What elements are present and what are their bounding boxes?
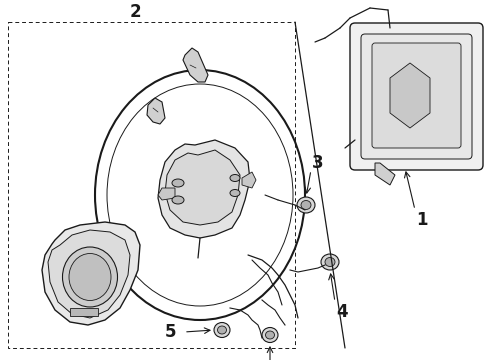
Polygon shape — [390, 63, 430, 128]
Bar — [70, 308, 98, 316]
Ellipse shape — [321, 254, 339, 270]
Ellipse shape — [63, 247, 118, 307]
FancyBboxPatch shape — [372, 43, 461, 148]
Text: 5: 5 — [164, 323, 176, 341]
Ellipse shape — [107, 84, 293, 306]
Polygon shape — [242, 172, 256, 188]
Ellipse shape — [214, 323, 230, 338]
Ellipse shape — [297, 197, 315, 213]
Polygon shape — [48, 230, 130, 318]
Ellipse shape — [262, 328, 278, 342]
Text: 3: 3 — [312, 154, 324, 172]
Polygon shape — [165, 150, 240, 225]
FancyBboxPatch shape — [361, 34, 472, 159]
Text: 2: 2 — [129, 3, 141, 21]
Ellipse shape — [218, 326, 226, 334]
FancyBboxPatch shape — [350, 23, 483, 170]
Ellipse shape — [325, 257, 335, 266]
Ellipse shape — [266, 331, 274, 339]
Ellipse shape — [230, 189, 240, 197]
Polygon shape — [42, 222, 140, 325]
Polygon shape — [147, 98, 165, 124]
Polygon shape — [158, 140, 250, 238]
Ellipse shape — [230, 175, 240, 181]
Text: 1: 1 — [416, 211, 428, 229]
Ellipse shape — [301, 201, 311, 210]
Ellipse shape — [172, 196, 184, 204]
Bar — [8, 22, 295, 348]
Polygon shape — [158, 188, 175, 200]
Text: 4: 4 — [336, 303, 348, 321]
Polygon shape — [183, 48, 208, 82]
Polygon shape — [375, 163, 395, 185]
Ellipse shape — [69, 253, 111, 301]
Ellipse shape — [172, 179, 184, 187]
